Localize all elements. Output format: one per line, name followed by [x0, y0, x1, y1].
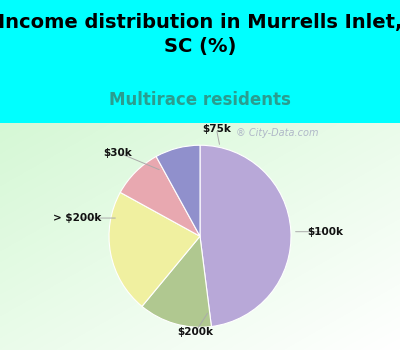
Text: Multirace residents: Multirace residents	[109, 91, 291, 110]
Wedge shape	[142, 236, 212, 327]
Wedge shape	[120, 156, 200, 236]
Text: ® City-Data.com: ® City-Data.com	[236, 128, 319, 138]
Text: Income distribution in Murrells Inlet,
SC (%): Income distribution in Murrells Inlet, S…	[0, 13, 400, 56]
Wedge shape	[200, 145, 291, 327]
Text: $200k: $200k	[178, 327, 214, 337]
Text: $100k: $100k	[308, 227, 344, 237]
Text: > $200k: > $200k	[53, 213, 101, 223]
Wedge shape	[109, 193, 200, 306]
Text: $75k: $75k	[202, 124, 231, 134]
Wedge shape	[156, 145, 200, 236]
Text: $30k: $30k	[104, 148, 132, 158]
